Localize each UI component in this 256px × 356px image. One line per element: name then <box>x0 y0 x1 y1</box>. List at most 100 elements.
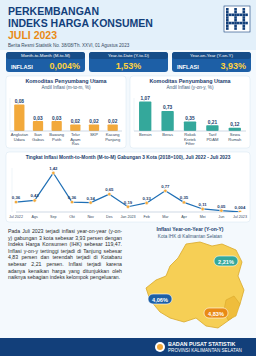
tick-label-line: Bensin <box>139 132 152 137</box>
data-label: 0,34 <box>86 196 95 201</box>
city-badge <box>214 256 238 266</box>
value-axis-line <box>134 98 135 131</box>
panel <box>6 152 250 222</box>
tick-label: RokokKretekFilter <box>184 132 197 146</box>
tick-label: SKP <box>90 132 98 137</box>
qr-cell <box>234 25 237 28</box>
value-axis-line <box>10 98 11 131</box>
qr-cell <box>243 8 246 11</box>
tick-label: Beras <box>162 132 173 137</box>
map-title: Inflasi Year-on-Year (Y-on-Y) <box>157 226 224 232</box>
stat-box-top <box>6 52 85 59</box>
data-label: 0,73 <box>163 105 173 110</box>
data-label: 0,35 <box>180 195 189 200</box>
stat-label: Month-to-Month (M-to-M) <box>21 53 71 58</box>
tick-label-line: Gabus <box>32 137 44 142</box>
title: JULI 2023 <box>8 29 57 41</box>
bar <box>14 105 24 131</box>
bar <box>33 121 43 131</box>
tick-label: KacangPanjang <box>105 132 121 142</box>
stat-value: 1,53% <box>116 61 142 71</box>
point <box>220 209 223 212</box>
stat-kind: INFLASI <box>177 64 199 70</box>
chart-subtitle: Andil Inflasi (m-to-m, %) <box>41 85 90 90</box>
tick-label-line: Rumah <box>228 137 242 142</box>
qr-cell <box>234 16 237 19</box>
point <box>182 201 185 204</box>
bar <box>70 124 80 131</box>
footer-text: BADAN PUSAT STATISTIK <box>168 341 235 347</box>
qr-cell <box>229 14 232 17</box>
point <box>33 199 36 202</box>
map: Inflasi Year-on-Year (Y-on-Y) Kota IHK di… <box>146 226 244 328</box>
footer-text: PROVINSI KALIMANTAN SELATAN <box>168 348 242 353</box>
title: PERKEMBANGAN <box>8 5 99 17</box>
tick-label: Nov <box>87 215 94 219</box>
data-label: 0,02 <box>71 119 81 124</box>
qr-cell <box>234 14 237 17</box>
qr-cell <box>240 14 243 17</box>
data-label: 0,42 <box>30 193 39 198</box>
qr-frame <box>224 6 250 32</box>
qr-cell <box>234 11 237 14</box>
tick-label-line: SKP <box>90 132 98 137</box>
data-label: 1,42 <box>49 166 58 171</box>
tick-label: Jul 2023 <box>233 215 247 219</box>
qr-cell <box>232 22 235 25</box>
qr-cell <box>234 22 237 25</box>
qr-cell <box>245 22 248 25</box>
footer-band <box>0 338 256 356</box>
chart-subtitle: Andil Inflasi (y-on-y, %) <box>167 85 214 90</box>
qr-cell <box>232 14 235 17</box>
point <box>89 201 92 204</box>
canvas: PERKEMBANGANINDEKS HARGA KONSUMENJULI 20… <box>0 0 256 356</box>
qr-cell <box>226 25 229 28</box>
logo-inner <box>157 344 163 350</box>
qr-cell <box>237 14 240 17</box>
qr-cell <box>234 8 237 11</box>
qr-cell <box>226 16 229 19</box>
qr-cell <box>226 14 229 17</box>
data-label: 0,33 <box>142 196 151 201</box>
qr-cell <box>226 11 229 14</box>
tick-label: BawangPutih <box>49 132 65 142</box>
point <box>52 171 55 174</box>
qr-cell <box>226 27 229 30</box>
tick-label: Jul 2022 <box>9 215 23 219</box>
map-subtitle: Kota IHK di Kalimantan Selatan <box>158 234 223 239</box>
stat-box-bg <box>6 52 85 72</box>
point <box>145 201 148 204</box>
bar <box>108 124 118 131</box>
stat-value: 0,004% <box>49 61 80 71</box>
tick-label-line: Beras <box>162 132 173 137</box>
stat-box-bg <box>172 52 251 72</box>
stat-box-bg <box>89 52 168 72</box>
data-label: 0,36 <box>68 195 77 200</box>
qr-cell <box>243 16 246 19</box>
city-badge <box>148 294 172 304</box>
tick-label: Apr <box>181 215 188 219</box>
background <box>0 0 256 356</box>
stat-value: 3,93% <box>220 61 246 71</box>
chart-title: Tingkat Inflasi Month-to-Month (M-to-M) … <box>26 155 231 160</box>
panel <box>6 76 126 148</box>
tick-label: Bensin <box>139 132 152 137</box>
data-label: 0,03 <box>33 116 43 121</box>
data-label: 0,03 <box>52 116 62 121</box>
paragraph: Pada Juli 2023 terjadi inflasi year-on-y… <box>8 228 122 281</box>
tick-label: Mar <box>162 215 169 219</box>
bar <box>229 128 241 131</box>
tick-label: Mei <box>200 215 206 219</box>
bars <box>14 105 118 131</box>
province-shape <box>146 242 244 328</box>
qr-cell <box>234 27 237 30</box>
data-label: 0,05 <box>217 204 226 209</box>
tick-label-line: Panjang <box>105 137 121 142</box>
subtitle: Berita Resmi Statistik No. 38/08/Th. XXV… <box>8 43 130 48</box>
bar <box>139 102 151 131</box>
tick-label: Des <box>106 215 113 219</box>
qr-cell <box>237 22 240 25</box>
data-label: 0,02 <box>108 119 118 124</box>
data-label: 0,11 <box>199 202 208 207</box>
data-label: 0,36 <box>12 195 21 200</box>
